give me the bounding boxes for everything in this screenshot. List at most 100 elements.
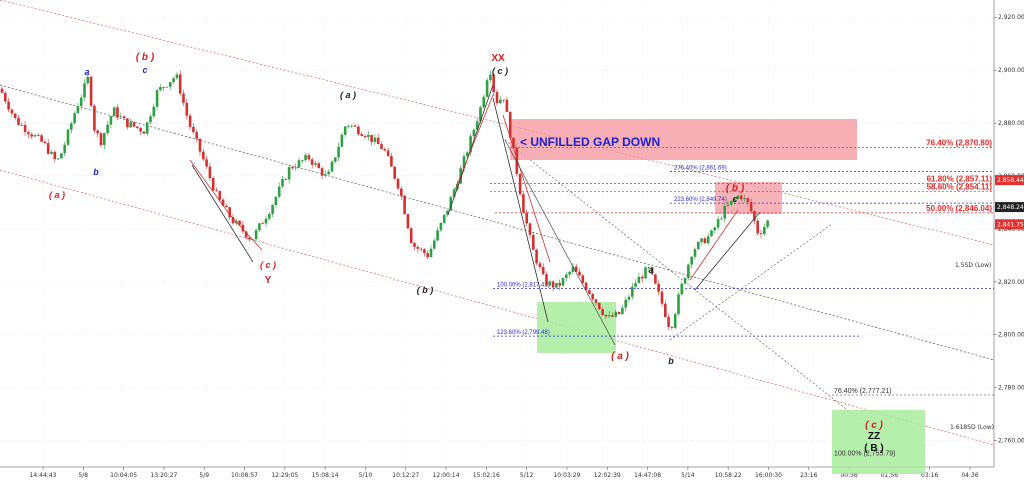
- candle-body: [644, 267, 647, 279]
- x-tick-label: 5/8: [78, 472, 88, 479]
- candle-body: [360, 134, 363, 136]
- candle-body: [703, 238, 707, 244]
- candle-body: [297, 160, 301, 168]
- candle-body: [182, 93, 185, 103]
- candle-body: [208, 166, 212, 179]
- wave-line: [689, 209, 739, 281]
- candle-body: [274, 196, 278, 206]
- candle-body: [720, 218, 723, 220]
- candle-body: [126, 118, 129, 128]
- candle-body: [406, 214, 410, 229]
- wave-label: ( a ): [49, 190, 65, 200]
- candle-body: [495, 92, 499, 104]
- x-tick-label: 10:58:22: [715, 472, 742, 479]
- wave-label: ( B ): [864, 443, 883, 454]
- candle-body: [442, 214, 446, 223]
- candle-body: [66, 129, 70, 145]
- candle-body: [327, 171, 330, 175]
- wave-label: ( a ): [611, 351, 629, 362]
- fib-level-label: 100.00% (2,755.79): [834, 451, 896, 458]
- candle-body: [205, 159, 208, 167]
- candles-group: [0, 70, 769, 331]
- candle-body: [33, 135, 37, 137]
- candle-body: [277, 186, 281, 197]
- wave-line: [492, 97, 549, 323]
- candle-body: [13, 113, 17, 118]
- candle-body: [598, 302, 601, 310]
- candle-body: [525, 212, 528, 224]
- fib-level-label: 58.60% (2,854.11): [927, 183, 993, 192]
- candle-body: [17, 117, 20, 125]
- x-tick-label: 10:04:05: [110, 472, 137, 479]
- candle-body: [225, 205, 228, 208]
- candle-body: [654, 274, 657, 284]
- y-tick-label: 2,880.00: [998, 120, 1024, 127]
- candle-body: [357, 126, 360, 135]
- price-badge: [995, 202, 1024, 213]
- candle-body: [7, 101, 10, 110]
- fib-level-label: 223.60% (2,849.74): [674, 197, 727, 203]
- candle-body: [532, 234, 535, 250]
- support-line: [669, 223, 833, 341]
- candle-body: [462, 156, 466, 169]
- candle-body: [736, 195, 740, 199]
- channel-label: 1.618SD (Low): [950, 424, 994, 431]
- x-tick-label: 10:08:57: [231, 472, 258, 479]
- candle-body: [650, 267, 654, 275]
- trend-line: [504, 139, 861, 421]
- candle-body: [541, 266, 545, 275]
- wave-label: c: [732, 194, 737, 204]
- candle-body: [244, 231, 248, 238]
- candle-body: [555, 282, 558, 288]
- candle-body: [79, 97, 83, 107]
- candle-body: [746, 198, 750, 202]
- candle-body: [317, 163, 321, 169]
- price-badge: [995, 175, 1024, 186]
- candle-body: [337, 146, 340, 158]
- candle-body: [492, 74, 495, 93]
- y-tick-label: 2,840.00: [998, 226, 1024, 233]
- candle-body: [452, 189, 456, 198]
- x-tick-label: 14:44:43: [30, 472, 57, 479]
- wave-label: ( c ): [865, 420, 883, 431]
- candle-body: [565, 274, 568, 278]
- candle-body: [588, 290, 591, 294]
- candle-body: [4, 92, 7, 102]
- candle-body: [152, 106, 156, 117]
- fib-level-label: 50.00% (2,846.04): [926, 204, 992, 213]
- y-tick-label: 2,800.00: [998, 332, 1024, 339]
- candle-body: [733, 198, 736, 201]
- candle-body: [611, 315, 614, 317]
- fib-level-label: 123.60% (2,799.48): [497, 330, 550, 336]
- fib-level-label: 61.80% (2,857.11): [927, 175, 993, 184]
- candle-body: [660, 291, 664, 304]
- candle-body: [324, 174, 327, 176]
- candle-body: [334, 157, 337, 162]
- candle-body: [122, 116, 126, 119]
- candle-body: [254, 230, 258, 240]
- candle-body: [640, 276, 644, 279]
- candle-body: [409, 228, 413, 244]
- candle-body: [86, 76, 90, 84]
- candle-body: [99, 133, 103, 146]
- candle-body: [23, 124, 27, 133]
- x-tick-label: 5/9: [199, 472, 209, 479]
- candle-body: [155, 90, 159, 107]
- candle-body: [27, 132, 30, 135]
- candle-body: [627, 296, 631, 300]
- wave-label: a: [648, 265, 653, 275]
- candle-body: [383, 149, 387, 151]
- candle-body: [139, 127, 142, 132]
- candle-body: [456, 183, 459, 190]
- candle-body: [759, 233, 763, 235]
- candle-body: [43, 141, 47, 144]
- candle-body: [433, 240, 436, 249]
- candle-body: [231, 217, 235, 224]
- candle-body: [578, 271, 581, 276]
- candle-body: [690, 256, 693, 265]
- candle-body: [723, 205, 726, 219]
- candle-body: [756, 220, 759, 234]
- candle-body: [294, 167, 297, 169]
- candle-body: [469, 136, 472, 153]
